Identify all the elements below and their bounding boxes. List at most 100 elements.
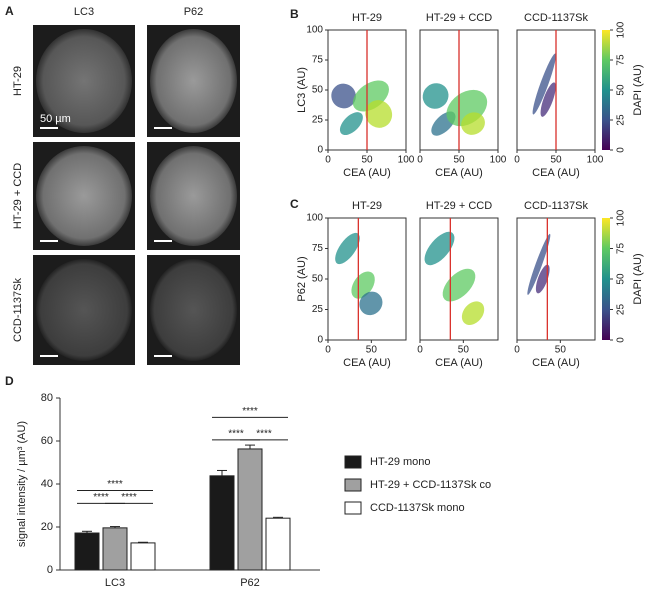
scale-bar-label: 50 µm [40, 113, 71, 125]
point-cloud [351, 271, 375, 299]
colorbar-tick-label: 0 [616, 337, 627, 343]
plot-title: HT-29 [352, 200, 382, 212]
legend-swatch [344, 455, 362, 469]
x-tick-label: 0 [417, 155, 423, 166]
x-axis-label: CEA (AU) [532, 167, 580, 179]
point-cloud [339, 112, 363, 136]
x-tick-label: 50 [361, 155, 373, 166]
point-cloud [365, 100, 393, 128]
significance-label: **** [93, 492, 109, 503]
x-tick-label: 100 [587, 155, 604, 166]
x-axis-label: CEA (AU) [435, 357, 483, 369]
y-tick-label: 25 [312, 304, 324, 315]
y-tick-label: 60 [41, 435, 53, 447]
x-tick-label: 100 [398, 155, 415, 166]
x-tick-label: 50 [550, 155, 562, 166]
plot-frame [516, 217, 596, 341]
point-cloud [535, 264, 550, 294]
x-axis-label: CEA (AU) [343, 357, 391, 369]
plot-title: CCD-1137Sk [524, 200, 588, 212]
bar [74, 532, 100, 571]
bar [102, 527, 128, 571]
y-tick-label: 0 [317, 145, 323, 156]
row-label: HT-29 + CCD [12, 163, 24, 229]
colorbar-tick-label: 0 [616, 147, 627, 153]
legend-label: CCD-1137Sk mono [370, 502, 465, 514]
point-cloud [422, 83, 449, 109]
spheroid [36, 146, 132, 246]
spheroid [150, 146, 237, 246]
y-tick-label: 100 [306, 25, 323, 36]
y-tick-label: 25 [312, 115, 324, 126]
point-cloud [359, 291, 383, 316]
point-cloud [461, 301, 485, 325]
colorbar-tick-label: 75 [616, 54, 627, 66]
spheroid [36, 259, 132, 361]
plot-title: HT-29 [352, 12, 382, 24]
point-cloud [442, 268, 476, 302]
legend-swatch [344, 478, 362, 492]
bar [237, 448, 263, 571]
panel-label: A [5, 4, 14, 18]
colorbar-tick-label: 50 [616, 273, 627, 285]
point-cloud [527, 233, 551, 295]
row-label: HT-29 [12, 66, 24, 96]
point-cloud [331, 83, 356, 109]
y-axis-label: signal intensity / µm³ (AU) [16, 421, 28, 547]
legend-swatch [344, 501, 362, 515]
x-tick-label: P62 [240, 577, 260, 589]
colorbar [602, 218, 610, 340]
plot-frame [419, 217, 499, 341]
x-tick-label: 50 [458, 345, 470, 356]
point-cloud [540, 82, 556, 117]
y-axis-label: LC3 (AU) [296, 67, 308, 113]
y-tick-label: 100 [306, 213, 323, 224]
significance-label: **** [121, 492, 137, 503]
point-cloud [532, 53, 556, 115]
x-tick-label: 0 [325, 345, 331, 356]
colorbar-label: DAPI (AU) [632, 64, 644, 115]
x-tick-label: 0 [417, 345, 423, 356]
bar [130, 542, 156, 571]
legend-label: HT-29 + CCD-1137Sk co [370, 479, 491, 491]
colorbar-tick-label: 25 [616, 114, 627, 126]
x-tick-label: 0 [514, 155, 520, 166]
y-tick-label: 75 [312, 243, 324, 254]
spheroid [150, 259, 237, 361]
x-tick-label: 50 [366, 345, 378, 356]
panel-label: D [5, 374, 14, 388]
spheroid [36, 29, 132, 133]
x-axis-label: CEA (AU) [532, 357, 580, 369]
y-tick-label: 80 [41, 392, 53, 404]
spheroid [150, 29, 237, 133]
plot-title: HT-29 + CCD [426, 200, 492, 212]
point-cloud [424, 231, 455, 266]
x-axis-label: CEA (AU) [343, 167, 391, 179]
significance-label: **** [256, 429, 272, 440]
colorbar-tick-label: 100 [616, 21, 627, 38]
y-tick-label: 75 [312, 55, 324, 66]
x-tick-label: 0 [325, 155, 331, 166]
plot-title: CCD-1137Sk [524, 12, 588, 24]
column-header: LC3 [74, 6, 94, 18]
y-axis-label: P62 (AU) [296, 256, 308, 301]
colorbar-tick-label: 50 [616, 84, 627, 96]
significance-label: **** [107, 479, 123, 490]
colorbar-label: DAPI (AU) [632, 253, 644, 304]
x-tick-label: 50 [453, 155, 465, 166]
column-header: P62 [184, 6, 204, 18]
row-label: CCD-1137Sk [12, 278, 24, 342]
point-cloud [335, 232, 360, 265]
point-cloud [461, 112, 485, 135]
y-tick-label: 20 [41, 521, 53, 533]
x-axis-label: CEA (AU) [435, 167, 483, 179]
y-tick-label: 0 [47, 564, 53, 576]
bar [265, 517, 291, 571]
y-tick-label: 50 [312, 274, 324, 285]
plot-title: HT-29 + CCD [426, 12, 492, 24]
colorbar-tick-label: 100 [616, 209, 627, 226]
y-tick-label: 0 [317, 335, 323, 346]
significance-label: **** [228, 429, 244, 440]
